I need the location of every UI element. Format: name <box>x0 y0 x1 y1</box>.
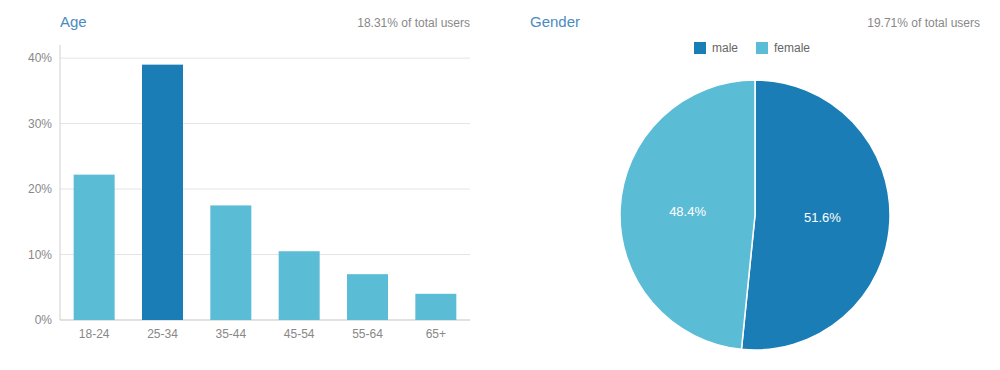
grid-line <box>60 123 470 124</box>
y-tick-label: 30% <box>28 117 52 131</box>
grid-line <box>60 58 470 59</box>
pie-marks <box>620 80 890 350</box>
legend-label: female <box>774 41 810 55</box>
chart-title: Gender <box>530 13 580 30</box>
chart-title: Age <box>60 13 87 30</box>
bar-marks <box>74 65 457 320</box>
x-tick-label: 55-64 <box>352 327 383 341</box>
pie-chart: Gender 19.71% of total users male female 51.… <box>530 13 980 350</box>
legend-swatch <box>756 42 768 54</box>
bar <box>74 175 115 320</box>
bar <box>210 205 251 320</box>
y-tick-label: 40% <box>28 51 52 65</box>
x-axis-line <box>60 320 470 321</box>
x-tick-label: 35-44 <box>215 327 246 341</box>
data-label: 51.6% <box>804 210 841 225</box>
x-tick-label: 65+ <box>426 327 446 341</box>
y-axis-line <box>60 45 61 320</box>
x-tick-label: 45-54 <box>284 327 315 341</box>
pie-slice <box>620 80 755 349</box>
x-tick-label: 18-24 <box>79 327 110 341</box>
legend-swatch <box>694 42 706 54</box>
pie-slice <box>741 80 890 350</box>
bar <box>279 251 320 320</box>
legend-label: male <box>712 41 738 55</box>
grid-line <box>60 254 470 255</box>
data-label: 48.4% <box>669 204 706 219</box>
y-tick-label: 10% <box>28 248 52 262</box>
y-tick-label: 0% <box>35 313 53 327</box>
bar-chart: Age 18.31% of total users 0% 10% 20% 30% 40% 18… <box>28 13 470 341</box>
grid-line <box>60 320 470 321</box>
bar <box>347 274 388 320</box>
chart-subtitle: 18.31% of total users <box>357 16 470 30</box>
chart-subtitle: 19.71% of total users <box>867 16 980 30</box>
x-tick-label: 25-34 <box>147 327 178 341</box>
chart-root: Age 18.31% of total users 0% 10% 20% 30% 40% 18… <box>0 0 1000 370</box>
grid-line <box>60 189 470 190</box>
bar <box>415 294 456 320</box>
legend: male female <box>694 41 810 55</box>
bar <box>142 65 183 320</box>
y-tick-label: 20% <box>28 182 52 196</box>
background <box>0 0 1000 370</box>
